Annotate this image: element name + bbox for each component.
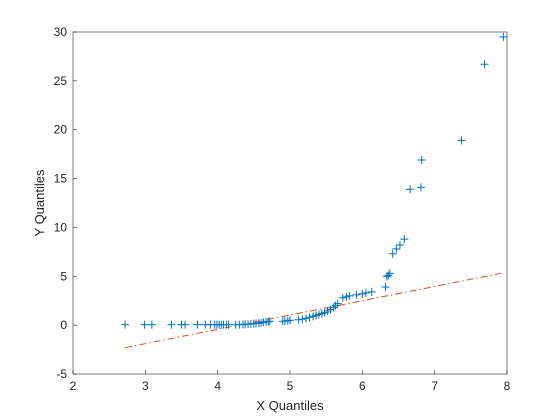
y-axis-label: Y Quantiles	[32, 169, 47, 236]
data-point	[395, 241, 404, 250]
y-tick-label: 20	[54, 123, 68, 137]
data-point	[499, 32, 508, 41]
y-tick-label: 5	[60, 269, 67, 283]
x-axis-label: X Quantiles	[256, 398, 324, 413]
y-axis: -5 0 5 10 15 20 25 30	[54, 25, 77, 381]
data-point	[331, 301, 340, 310]
y-tick-label: 15	[54, 172, 68, 186]
data-point	[301, 314, 310, 323]
data-point	[224, 320, 233, 329]
data-point	[140, 320, 149, 329]
data-point	[193, 320, 202, 329]
x-tick-label: 2	[70, 379, 77, 393]
data-point	[338, 293, 347, 302]
data-point	[388, 249, 397, 258]
reference-line	[124, 272, 504, 349]
data-point	[361, 288, 370, 297]
data-point	[147, 320, 156, 329]
data-point	[167, 320, 176, 329]
x-tick-label: 7	[431, 379, 438, 393]
data-point	[367, 287, 376, 296]
data-point	[417, 156, 426, 165]
data-point	[352, 290, 361, 299]
data-point	[480, 60, 489, 69]
data-point	[381, 283, 390, 292]
y-tick-label: 10	[54, 220, 68, 234]
x-tick-label: 5	[287, 379, 294, 393]
data-point	[392, 244, 401, 253]
y-tick-label: 25	[54, 74, 68, 88]
x-axis: 2 3 4 5 6 7 8	[70, 370, 511, 393]
data-point	[181, 320, 190, 329]
data-point	[121, 320, 130, 329]
y-tick-label: 30	[54, 25, 68, 39]
y-tick-label: -5	[56, 367, 67, 381]
data-point	[333, 299, 342, 308]
data-point	[298, 315, 307, 324]
data-point	[358, 289, 367, 298]
data-point	[416, 183, 425, 192]
data-point	[406, 185, 415, 194]
x-tick-label: 6	[359, 379, 366, 393]
data-point	[457, 136, 466, 145]
plot-area	[121, 32, 508, 349]
data-point	[265, 317, 274, 326]
data-point	[400, 235, 409, 244]
data-point	[345, 291, 354, 300]
x-tick-label: 4	[214, 379, 221, 393]
data-point	[286, 316, 294, 325]
data-point	[384, 271, 393, 280]
x-tick-label: 3	[142, 379, 149, 393]
x-tick-label: 8	[504, 379, 511, 393]
y-tick-label: 0	[60, 318, 67, 332]
data-point	[385, 269, 394, 278]
data-point	[305, 313, 314, 322]
